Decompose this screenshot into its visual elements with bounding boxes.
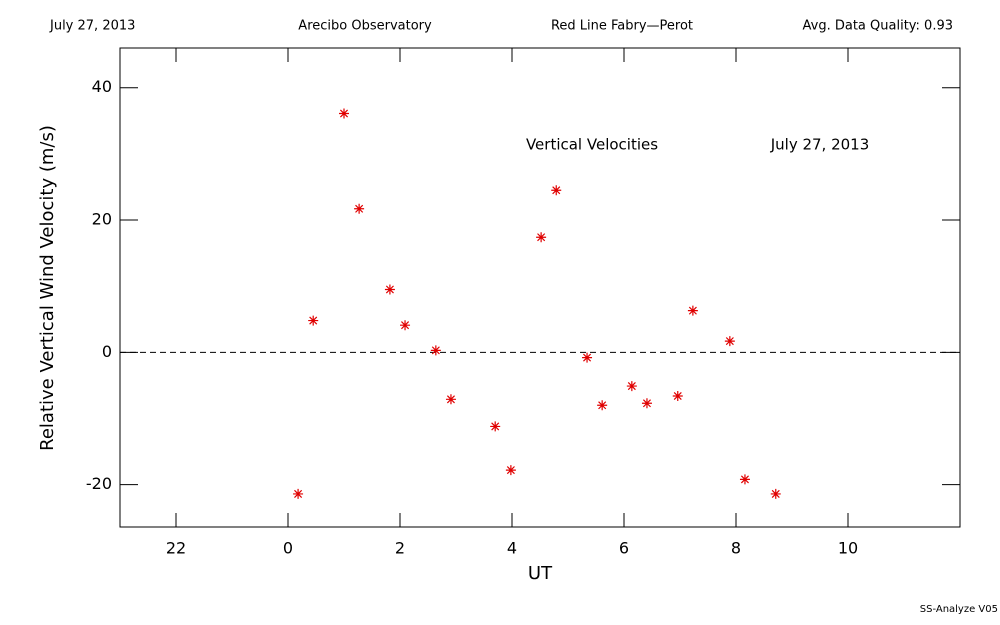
data-point bbox=[445, 394, 456, 405]
header-date: July 27, 2013 bbox=[49, 19, 135, 34]
data-point bbox=[384, 284, 395, 295]
x-tick-label: 4 bbox=[507, 539, 517, 558]
data-point bbox=[551, 185, 562, 196]
data-point bbox=[490, 421, 501, 432]
header-quality: Avg. Data Quality: 0.93 bbox=[803, 19, 953, 34]
data-point bbox=[641, 398, 652, 409]
data-point bbox=[597, 400, 608, 411]
data-point bbox=[293, 488, 304, 499]
data-point bbox=[536, 232, 547, 243]
data-point bbox=[354, 203, 365, 214]
data-point bbox=[339, 108, 349, 119]
x-tick-label: 0 bbox=[283, 539, 293, 558]
data-point bbox=[626, 381, 637, 392]
data-point bbox=[687, 305, 698, 316]
x-tick-label: 8 bbox=[731, 539, 741, 558]
header-site: Arecibo Observatory bbox=[298, 19, 432, 34]
data-point bbox=[770, 488, 781, 499]
data-point bbox=[672, 391, 683, 402]
plot-frame bbox=[119, 47, 961, 528]
y-tick-label: 20 bbox=[92, 210, 112, 229]
x-tick-label: 22 bbox=[166, 539, 186, 558]
annotation: July 27, 2013 bbox=[770, 136, 870, 154]
data-point bbox=[400, 320, 411, 331]
x-tick-label: 2 bbox=[395, 539, 405, 558]
data-point bbox=[430, 345, 441, 356]
data-point bbox=[505, 465, 516, 476]
annotation: Vertical Velocities bbox=[526, 136, 658, 154]
header-instrument: Red Line Fabry—Perot bbox=[551, 19, 693, 34]
data-point bbox=[582, 352, 593, 363]
y-tick-label: 40 bbox=[92, 77, 112, 96]
footer: SS-Analyze V05 bbox=[920, 604, 998, 615]
x-tick-label: 10 bbox=[838, 539, 858, 558]
x-axis-label: UT bbox=[528, 563, 553, 584]
data-point bbox=[739, 474, 750, 485]
data-point bbox=[308, 315, 319, 326]
x-tick-label: 6 bbox=[619, 539, 629, 558]
y-axis-label: Relative Vertical Wind Velocity (m/s) bbox=[37, 125, 58, 451]
y-tick-label: 0 bbox=[102, 342, 112, 361]
y-tick-label: -20 bbox=[86, 474, 112, 493]
data-point bbox=[724, 336, 735, 347]
